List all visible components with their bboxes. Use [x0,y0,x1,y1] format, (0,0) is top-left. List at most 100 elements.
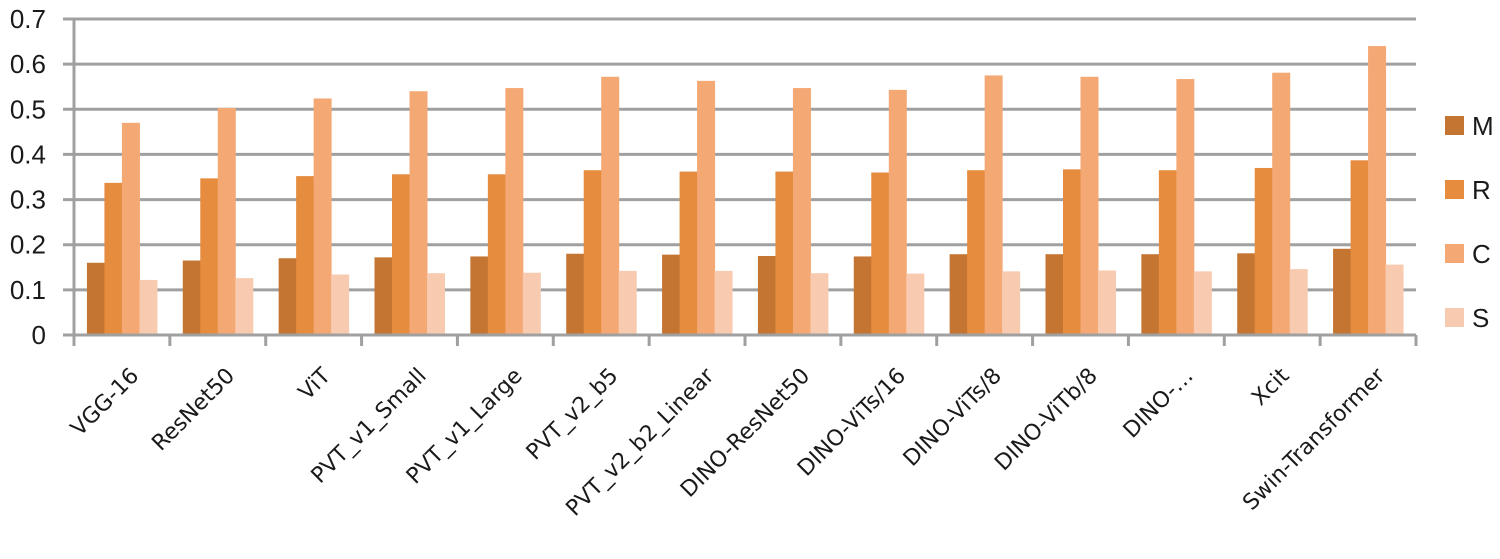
y-tick-label: 0.2 [10,230,46,260]
legend-label: M [1472,111,1494,141]
bar-group [1237,72,1308,335]
y-tick-label: 0.3 [10,185,46,215]
y-tick-label: 0.6 [10,49,46,79]
bar-R [1158,170,1177,335]
legend: M R C S [1445,111,1494,333]
bar-group [374,91,445,335]
bar-S [1002,271,1021,335]
bar-C [1080,76,1099,335]
bar-R [296,176,315,335]
y-tick-label: 0.5 [10,94,46,124]
bar-group [1333,46,1404,335]
bar-S [1289,269,1308,335]
bar-C [409,91,428,335]
bar-S [618,270,637,335]
bar-group [470,88,541,335]
y-tick-label: 0 [32,320,46,350]
legend-swatch [1445,180,1464,199]
bar-C [1368,46,1387,335]
legend-item-R: R [1445,175,1491,205]
bar-group [86,122,158,335]
bar-R [104,182,123,335]
bar-M [1141,254,1160,335]
x-tick-label: ResNet50 [147,364,240,457]
bar-M [1333,248,1352,335]
legend-item-C: C [1445,239,1491,269]
bar-R [200,178,219,335]
legend-label: R [1472,175,1491,205]
bar-R [679,171,698,335]
bar-M [757,256,776,335]
gridlines [63,17,1416,337]
bar-C [601,76,620,335]
bar-group [1141,79,1212,335]
x-axis: VGG-16 ResNet50 ViTPVT_v1_SmallPVT_v1_Larg… [63,333,1418,521]
x-tick-label: Xcit [1247,363,1295,411]
bar-M [662,254,681,335]
bar-R [583,170,602,335]
x-tick-label: DINO-… [1119,364,1199,444]
bar-S [139,279,158,335]
bar-R [775,171,794,335]
bar-M [86,262,105,335]
bar-R [871,172,890,335]
y-axis: 0 0.1 0.2 0.3 0.4 0.5 0.6 0.7 [10,4,76,350]
bar-M [1237,253,1256,335]
x-tick-label: ViT [294,363,336,405]
bar-C [121,122,140,335]
legend-swatch [1445,308,1464,327]
legend-label: C [1472,239,1491,269]
legend-swatch [1445,116,1464,135]
bar-S [1193,271,1212,335]
x-tick-label: DINO-ViTb/8 [990,364,1102,476]
bar-group [757,88,829,335]
bar-group [949,75,1021,335]
bar-group [1045,76,1116,335]
legend-item-S: S [1445,303,1489,333]
bar-S [235,278,254,335]
bar-group [566,76,637,335]
bar-C [313,98,332,335]
bar-S [810,273,829,335]
bar-S [1098,270,1116,335]
bar-C [217,107,236,335]
bar-M [949,254,968,335]
bar-S [906,273,925,335]
x-tick-label: VGG-16 [66,364,144,442]
bar-M [374,257,393,335]
bar-C [984,75,1003,335]
bar-S [427,273,445,335]
bar-M [1045,254,1064,335]
bar-group [278,98,350,335]
bar-R [1063,169,1081,335]
bar-C [697,80,716,336]
bar-C [792,88,811,335]
bar-S [522,272,541,335]
y-tick-label: 0.4 [10,139,46,169]
bar-group [182,107,254,335]
bar-R [487,174,506,335]
legend-swatch [1445,244,1464,263]
y-tick-label: 0.1 [10,275,46,305]
bar-C [1176,79,1195,335]
bar-S [331,274,350,335]
bar-group [662,80,733,336]
bars [86,46,1404,336]
x-tick-label: PVT_v2_b5 [522,364,624,466]
bar-S [714,270,733,335]
bar-C [1272,72,1291,335]
x-tick-label: DINO-ViTs/8 [899,364,1007,472]
legend-label: S [1472,303,1489,333]
bar-M [470,256,489,335]
bar-M [182,260,201,335]
legend-item-M: M [1445,111,1494,141]
y-tick-label: 0.7 [10,4,46,34]
bar-M [566,253,585,335]
bar-R [1254,167,1273,335]
bar-R [1350,160,1369,335]
bar-R [392,174,410,335]
bar-R [967,170,986,335]
bar-M [278,258,297,335]
bar-S [1385,264,1404,335]
